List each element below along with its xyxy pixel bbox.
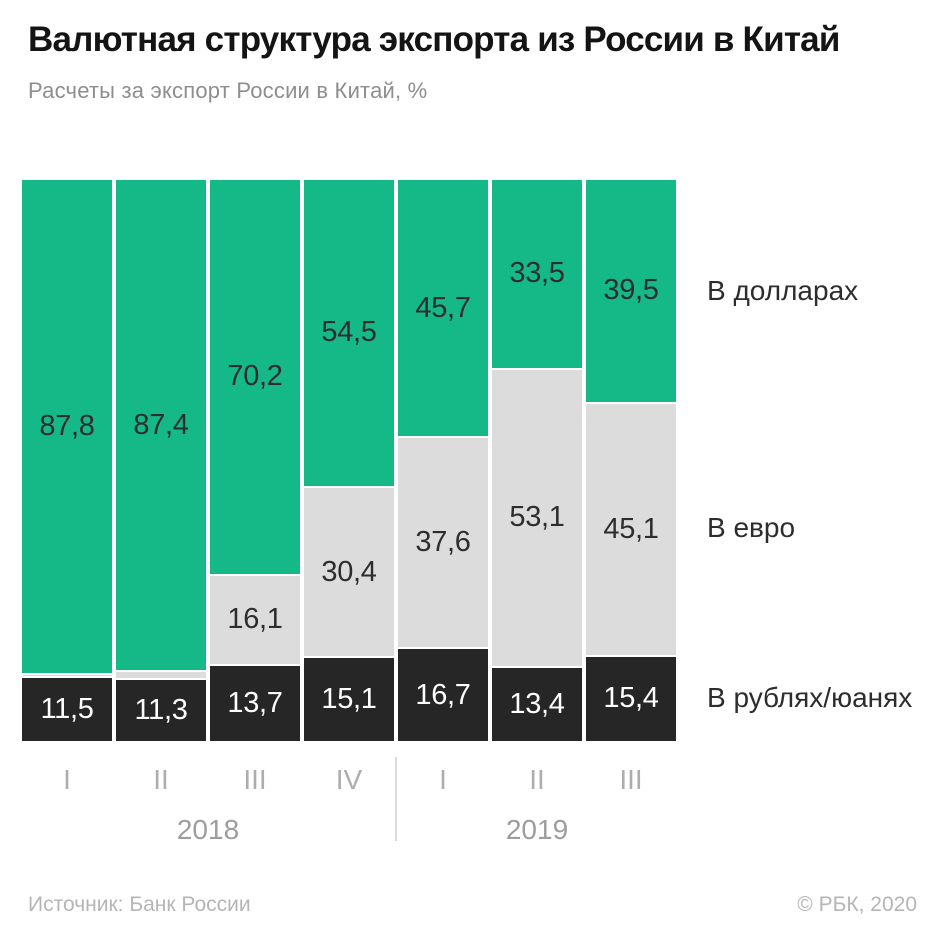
x-axis-ticks: I II III IV I II III xyxy=(22,764,676,796)
value-label: 11,5 xyxy=(40,693,94,726)
bar-segment: 30,4 xyxy=(304,485,394,657)
value-label: 37,6 xyxy=(415,526,471,559)
value-label: 54,5 xyxy=(321,316,377,349)
value-label: 16,7 xyxy=(415,678,471,711)
x-tick-label: II xyxy=(153,764,169,795)
bar-column: 87,4 11,3 xyxy=(116,180,206,741)
bar-segment: 87,4 xyxy=(116,180,206,671)
value-label: 53,1 xyxy=(509,501,565,534)
bar-segment: 16,1 xyxy=(210,573,300,665)
x-tick-label: III xyxy=(619,764,643,795)
value-label: 87,8 xyxy=(39,409,95,442)
value-label: 45,1 xyxy=(603,512,659,545)
value-label: 39,5 xyxy=(603,274,659,307)
bar-segment: 53,1 xyxy=(492,367,582,666)
stacked-bar-chart: 87,8 11,5 87,4 11,3 70,2 16,1 13,7 54,5 30,4 15,1… xyxy=(22,180,676,741)
bar-segment: 45,1 xyxy=(586,401,676,655)
bar-segment: 13,7 xyxy=(210,664,300,741)
value-label: 16,1 xyxy=(227,603,283,636)
source-credit: Источник: Банк России xyxy=(28,893,251,916)
x-tick-label: I xyxy=(439,764,447,795)
legend-label-rub-yuan: В рублях/юанях xyxy=(707,681,913,713)
bar-column: 87,8 11,5 xyxy=(22,180,112,741)
value-label: 45,7 xyxy=(415,291,471,324)
bar-segment xyxy=(116,670,206,678)
value-label: 70,2 xyxy=(227,360,283,393)
bar-segment: 15,4 xyxy=(586,654,676,741)
bar-segment: 37,6 xyxy=(398,436,488,648)
year-group-divider xyxy=(395,757,397,841)
value-label: 13,4 xyxy=(509,687,565,720)
page-subtitle: Расчеты за экспорт России в Китай, % xyxy=(28,78,428,103)
x-tick-label: I xyxy=(63,764,71,795)
bar-segment: 70,2 xyxy=(210,180,300,574)
value-label: 15,1 xyxy=(321,683,377,716)
legend-label-euro: В евро xyxy=(707,512,796,544)
value-label: 30,4 xyxy=(321,555,377,588)
legend-label-dollars: В долларах xyxy=(707,274,859,306)
bar-segment: 33,5 xyxy=(492,180,582,368)
bar-segment: 11,5 xyxy=(22,676,112,741)
bar-segment: 15,1 xyxy=(304,656,394,741)
bar-segment: 39,5 xyxy=(586,180,676,402)
bar-segment: 54,5 xyxy=(304,180,394,486)
bar-column: 39,5 45,1 15,4 xyxy=(586,180,676,741)
bar-segment: 11,3 xyxy=(116,677,206,741)
x-tick-label: IV xyxy=(335,764,363,795)
year-group-label: 2018 xyxy=(176,814,240,845)
bar-segment: 16,7 xyxy=(398,647,488,741)
copyright-notice: © РБК, 2020 xyxy=(797,893,917,916)
x-tick-label: III xyxy=(243,764,267,795)
value-label: 15,4 xyxy=(603,682,659,715)
value-label: 33,5 xyxy=(509,257,565,290)
bar-column: 54,5 30,4 15,1 xyxy=(304,180,394,741)
bar-column: 33,5 53,1 13,4 xyxy=(492,180,582,741)
bar-segment: 87,8 xyxy=(22,180,112,673)
footer: Источник: Банк России © РБК, 2020 xyxy=(28,893,917,917)
x-tick-label: II xyxy=(529,764,545,795)
year-group-label: 2019 xyxy=(505,814,569,845)
bar-column: 45,7 37,6 16,7 xyxy=(398,180,488,741)
bar-column: 70,2 16,1 13,7 xyxy=(210,180,300,741)
value-label: 13,7 xyxy=(227,687,283,720)
value-label: 87,4 xyxy=(133,408,189,441)
bar-segment xyxy=(22,672,112,677)
page-title: Валютная структура экспорта из России в … xyxy=(28,20,840,59)
bar-segment: 13,4 xyxy=(492,665,582,741)
bar-segment: 45,7 xyxy=(398,180,488,437)
value-label: 11,3 xyxy=(134,693,188,726)
